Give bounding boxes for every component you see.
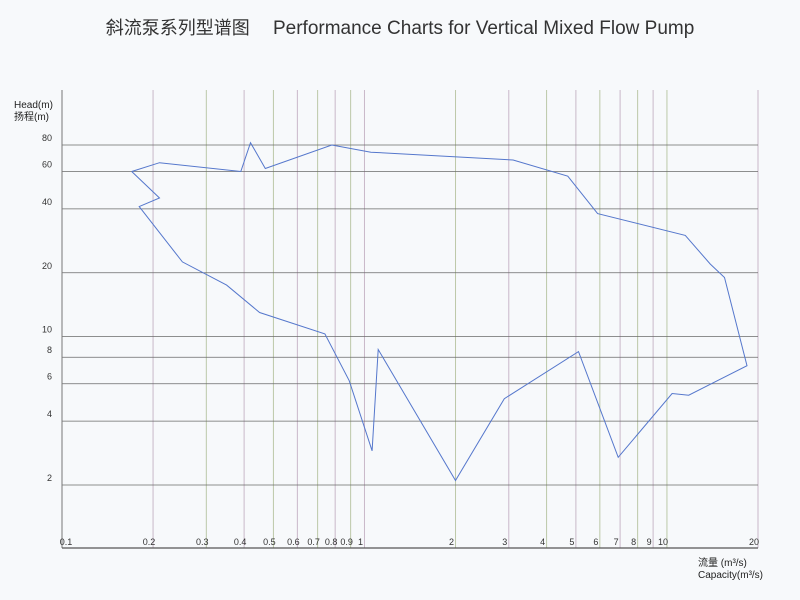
y-axis-label-cn: 扬程(m) (14, 112, 49, 123)
y-tick-label: 40 (42, 197, 52, 207)
y-tick-label: 2 (47, 473, 52, 483)
x-tick-label: 7 (614, 537, 619, 547)
x-tick-label: 5 (569, 537, 574, 547)
x-axis-label: 流量 (m³/s) Capacity(m³/s) (698, 558, 763, 582)
y-tick-label: 4 (47, 409, 52, 419)
y-tick-label: 8 (47, 345, 52, 355)
x-tick-label: 0.5 (263, 537, 276, 547)
x-tick-label: 8 (631, 537, 636, 547)
y-tick-label: 10 (42, 325, 52, 335)
y-axis-label: Head(m) 扬程(m) (14, 100, 53, 124)
chart-title: 斜流泵系列型谱图 Performance Charts for Vertical… (0, 14, 800, 40)
x-tick-label: 6 (593, 537, 598, 547)
x-tick-label: 20 (749, 537, 759, 547)
y-tick-label: 6 (47, 372, 52, 382)
x-tick-label: 0.1 (60, 537, 73, 547)
x-tick-label: 0.2 (143, 537, 156, 547)
x-tick-label: 0.3 (196, 537, 209, 547)
chart-title-en: Performance Charts for Vertical Mixed Fl… (272, 18, 695, 39)
x-tick-label: 0.4 (234, 537, 247, 547)
x-tick-label: 3 (502, 537, 507, 547)
x-axis-label-en: Capacity(m³/s) (698, 570, 764, 581)
envelope-line (131, 141, 748, 482)
x-tick-label: 9 (647, 537, 652, 547)
chart-title-cn: 斜流泵系列型谱图 (105, 18, 250, 39)
x-tick-label: 0.7 (307, 537, 320, 547)
x-tick-label: 10 (658, 537, 668, 547)
x-tick-label: 1 (358, 537, 363, 547)
x-tick-label: 0.8 (325, 537, 338, 547)
y-tick-label: 80 (42, 133, 52, 143)
y-axis-label-en: Head(m) (14, 100, 53, 111)
x-axis-label-cn: 流量 (m³/s) (698, 558, 747, 569)
y-tick-label: 60 (42, 160, 52, 170)
x-tick-label: 4 (540, 537, 545, 547)
y-tick-label: 20 (42, 261, 52, 271)
x-tick-label: 0.6 (287, 537, 300, 547)
x-tick-label: 0.9 (340, 537, 353, 547)
x-tick-label: 2 (449, 537, 454, 547)
